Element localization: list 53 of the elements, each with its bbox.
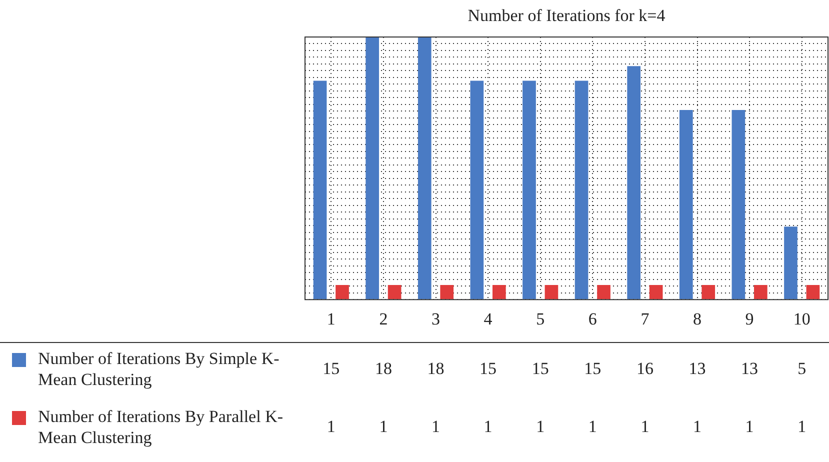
data-label: 1 [432,417,440,437]
data-label: 1 [745,417,754,437]
bar [702,285,716,300]
bar [627,66,641,300]
data-label: 1 [379,417,388,437]
bar [388,285,402,300]
x-tick-label: 10 [793,309,810,328]
bar [754,285,768,300]
x-tick-label: 5 [536,309,545,328]
data-label: 1 [640,417,650,437]
data-label: 15 [480,359,497,379]
bar [597,285,610,300]
bar [366,37,380,300]
bar [418,37,432,300]
data-label: 18 [374,359,392,379]
bar [544,285,558,300]
data-label: 13 [741,359,758,379]
data-label: 1 [326,417,336,437]
data-label: 1 [484,417,492,437]
legend-label: Number of Iterations By Simple K-Mean Clustering [38,348,280,390]
bar [313,80,327,300]
x-tick-label: 9 [745,309,754,328]
data-label: 15 [532,359,549,379]
data-label: 1 [536,417,545,437]
data-label: 1 [693,417,702,437]
data-label: 1 [588,417,597,437]
bar [522,80,536,300]
x-tick-label: 1 [326,309,336,328]
x-tick-label: 4 [484,309,493,328]
data-label: 15 [584,359,602,379]
data-label: 15 [322,359,340,379]
legend-label: Number of Iterations By Parallel K-Mean Clustering [38,406,284,448]
x-tick-label: 3 [432,309,440,328]
bar [440,285,454,300]
data-label: 16 [636,359,654,379]
bar [806,285,820,300]
data-label: 13 [688,359,706,379]
bar [574,80,588,300]
bar [470,80,484,300]
data-label: 5 [798,359,806,379]
x-tick-label: 7 [640,309,650,328]
bar [492,285,506,300]
x-tick-label: 6 [588,309,597,328]
x-tick-label: 2 [379,309,388,328]
bar [679,110,693,300]
chart-title: Number of Iterations for k=4 [468,6,666,26]
data-label: 1 [798,417,806,437]
data-label: 18 [427,359,444,379]
bar [784,226,798,300]
bar [732,110,746,300]
bar [649,285,663,300]
x-tick-label: 8 [693,309,702,328]
bar [336,285,349,300]
